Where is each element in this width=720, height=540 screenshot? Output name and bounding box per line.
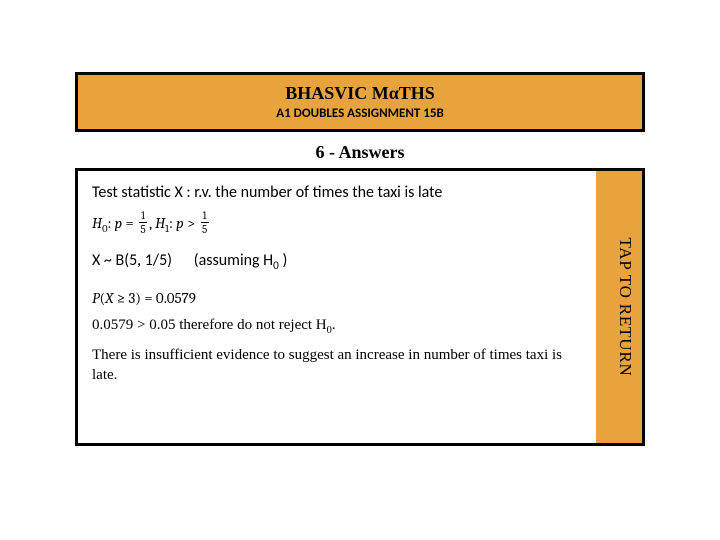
return-strip[interactable]: TAP TO RETURN (596, 171, 642, 443)
slide: BHASVIC MαTHS A1 DOUBLES ASSIGNMENT 15B … (0, 0, 720, 540)
frac-h1: 15 (201, 210, 209, 235)
header-box: BHASVIC MαTHS A1 DOUBLES ASSIGNMENT 15B (75, 72, 645, 132)
header-title: BHASVIC MαTHS (285, 83, 435, 104)
p-symbol-2: p (176, 214, 184, 232)
dist-assume-tail: ) (279, 251, 287, 270)
compare-line: 0.0579 > 0.05 therefore do not reject H0… (92, 317, 586, 336)
conclusion-line: There is insufficient evidence to sugges… (92, 346, 586, 385)
header-subtitle: A1 DOUBLES ASSIGNMENT 15B (276, 106, 444, 121)
answer-body: Test statistic X : r.v. the number of ti… (92, 183, 586, 431)
probability-line: P(X ≥ 3) = 0.0579 (92, 289, 586, 307)
p-symbol-1: p (115, 214, 123, 232)
compare-tail: . (332, 317, 336, 333)
distribution-line: X ~ B(5, 1/5) (assuming H0 ) (92, 251, 586, 273)
frac-h0: 15 (139, 210, 147, 235)
dist-prefix: X ~ B(5, 1/5) (92, 251, 172, 270)
h0-sub: 0 (102, 223, 107, 235)
dist-assume: (assuming H (194, 251, 273, 270)
h0-label: H (92, 214, 102, 232)
return-label: TAP TO RETURN (615, 237, 635, 376)
hypotheses-line: H0: p = 15, H1: p > 15 (92, 212, 586, 237)
eq: = (126, 214, 134, 232)
h1-sub: 1 (165, 223, 169, 235)
gt: > (187, 214, 195, 232)
compare-text: 0.0579 > 0.05 therefore do not reject H (92, 317, 327, 333)
answers-label: 6 - Answers (0, 142, 720, 163)
h1-label: H (155, 214, 165, 232)
test-statistic-line: Test statistic X : r.v. the number of ti… (92, 183, 586, 202)
content-box: TAP TO RETURN Test statistic X : r.v. th… (75, 168, 645, 446)
